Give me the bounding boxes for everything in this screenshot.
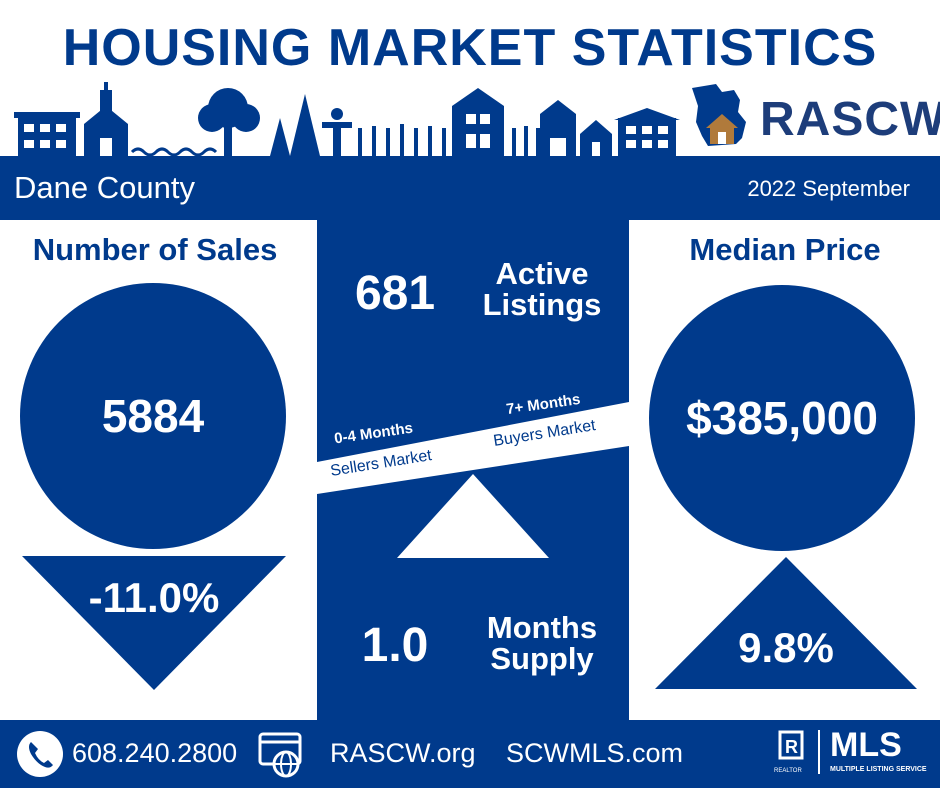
mls-logo-text: MLS [830,726,902,764]
price-heading: Median Price [689,232,881,267]
sales-change: -11.0% [88,574,220,621]
county-name: Dane County [14,170,195,205]
up-triangle-icon [655,557,917,689]
down-triangle-icon [22,556,286,690]
active-listings-label-line2: Listings [482,287,602,322]
active-listings-label: Active Listings [470,258,614,320]
realtor-caption: REALTOR [774,768,802,774]
footer-phone[interactable]: 608.240.2800 [72,738,238,768]
price-change: 9.8% [738,624,834,671]
sales-value: 5884 [101,390,205,442]
header-band [0,156,940,220]
active-listings-label-line1: Active [495,256,589,291]
report-period: 2022 September [747,176,910,201]
footer-divider [818,730,820,774]
wisconsin-map-logo [692,84,746,146]
sales-heading: Number of Sales [32,232,278,267]
months-supply-value: 1.0 [361,619,429,672]
web-globe-icon [258,732,302,778]
footer-site-scwmls[interactable]: SCWMLS.com [506,738,684,768]
price-circle: $385,000 [649,285,915,551]
svg-text:R: R [785,737,798,757]
phone-icon [17,731,63,777]
page-title: HOUSING MARKET STATISTICS [62,19,878,77]
months-supply-label-line1: Months [486,610,598,645]
months-supply-label-line2: Supply [490,641,594,676]
market-balance-scale [317,402,629,558]
sales-circle: 5884 [20,283,286,549]
mls-logo-caption: MULTIPLE LISTING SERVICE [830,766,927,773]
active-listings-value: 681 [354,267,436,320]
realtor-logo-icon: R [778,730,804,760]
town-skyline-illustration [14,82,680,157]
price-value: $385,000 [686,392,878,444]
months-supply-label: Months Supply [470,612,614,674]
footer-site-rascw[interactable]: RASCW.org [330,738,476,768]
brand-name: RASCW [760,93,940,146]
